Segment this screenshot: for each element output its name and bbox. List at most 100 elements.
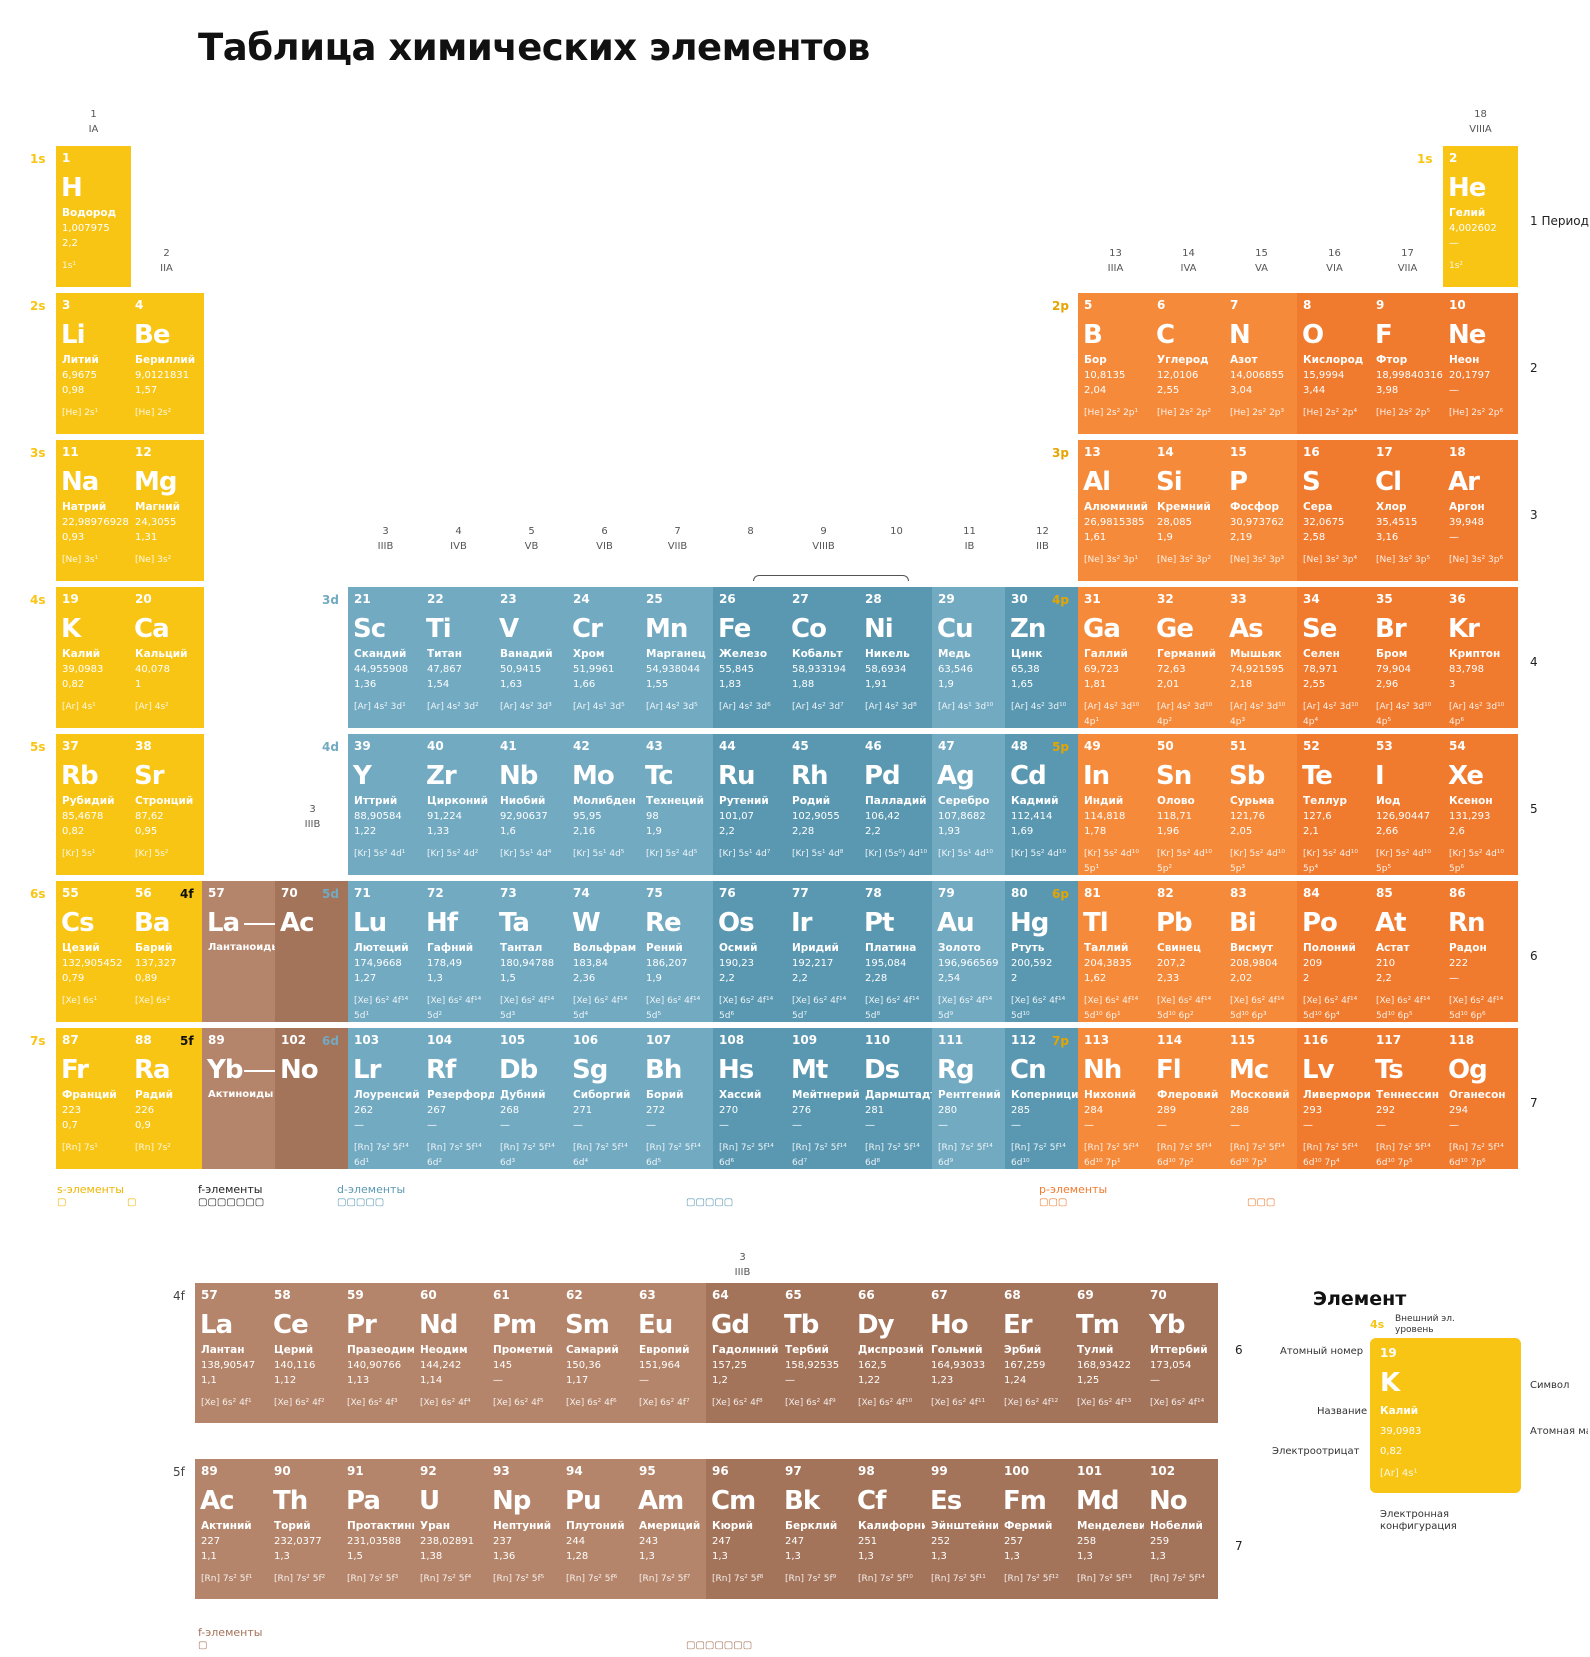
atomic-mass: 20,1797 — [1449, 370, 1491, 381]
element-name: Московий — [1230, 1089, 1290, 1101]
atomic-mass: 183,84 — [573, 958, 608, 969]
atomic-mass: 10,8135 — [1084, 370, 1126, 381]
electronegativity: 1,22 — [354, 826, 377, 837]
element-name: Цезий — [62, 942, 100, 954]
element-name: Селен — [1303, 648, 1340, 660]
element-symbol: Ti — [426, 614, 452, 644]
electron-config: [Xe] 6s² 4f⁹ — [785, 1398, 836, 1408]
sublevel-label: 4d — [322, 740, 339, 754]
atomic-number: 109 — [792, 1033, 818, 1047]
atomic-mass: 65,38 — [1011, 664, 1040, 675]
electronegativity: 0,98 — [62, 385, 85, 396]
atomic-number: 47 — [938, 739, 955, 753]
atomic-mass: 55,845 — [719, 664, 754, 675]
atomic-mass: 178,49 — [427, 958, 462, 969]
element-cell-pd: 46 Pd Палладий 106,42 2,2 [Kr] (5s⁰) 4d¹⁰ — [859, 734, 934, 875]
element-name: Бор — [1084, 354, 1107, 366]
element-name: Висмут — [1230, 942, 1274, 954]
atomic-number: 69 — [1077, 1288, 1094, 1302]
group-label: 3 IIIB — [348, 524, 423, 554]
atomic-number: 13 — [1084, 445, 1101, 459]
element-cell-db: 105 Db Дубний 268 — [Rn] 7s² 5f¹⁴ 6d³ — [494, 1028, 569, 1169]
electron-config: [Xe] 6s² 4f¹⁴ 5d⁸ — [865, 996, 920, 1021]
atomic-number: 57 — [208, 886, 225, 900]
element-cell-la: 57 La Лантаноиды — [202, 881, 277, 1022]
element-cell-po: 84 Po Полоний 209 2 [Xe] 6s² 4f¹⁴ 5d¹⁰ 6p⁴ — [1297, 881, 1372, 1022]
element-symbol: Bk — [784, 1486, 820, 1516]
element-cell-sn: 50 Sn Олово 118,71 1,96 [Kr] 5s² 4d¹⁰ 5p² — [1151, 734, 1226, 875]
group-roman: IIIB — [734, 1267, 751, 1278]
atomic-number: 88 — [135, 1033, 152, 1047]
actinide-cell-pu: 94 Pu Плутоний 244 1,28 [Rn] 7s² 5f⁶ — [560, 1459, 634, 1599]
element-symbol: Fr — [61, 1055, 89, 1085]
group-label: 6 VIB — [567, 524, 642, 554]
key-electronegativity: 0,82 — [1380, 1446, 1403, 1457]
element-cell-og: 118 Og Оганесон 294 — [Rn] 7s² 5f¹⁴ 6d¹⁰ 7p⁶ — [1443, 1028, 1518, 1169]
atomic-number: 25 — [646, 592, 663, 606]
element-symbol: Cd — [1010, 761, 1047, 791]
element-symbol: B — [1083, 320, 1103, 350]
element-symbol: Og — [1448, 1055, 1488, 1085]
electronegativity: 1,81 — [1084, 679, 1107, 690]
electron-config: [Rn] 7s² — [135, 1143, 171, 1153]
element-symbol: Gd — [711, 1310, 750, 1340]
atomic-number: 89 — [201, 1464, 218, 1478]
atomic-number: 53 — [1376, 739, 1393, 753]
element-cell-y: 39 Y Иттрий 88,90584 1,22 [Kr] 5s² 4d¹ — [348, 734, 423, 875]
atomic-mass: 85,4678 — [62, 811, 104, 822]
element-cell-na: 11 Na Натрий 22,98976928 0,93 [Ne] 3s¹ — [56, 440, 131, 581]
electron-config: [Kr] (5s⁰) 4d¹⁰ — [865, 849, 928, 859]
atomic-number: 66 — [858, 1288, 875, 1302]
group-label: 1 IA — [56, 107, 131, 137]
element-name: Фосфор — [1230, 501, 1279, 513]
sublevel-label: 1s — [1417, 152, 1433, 166]
series-link-line — [244, 923, 277, 925]
atomic-mass: 98 — [646, 811, 659, 822]
atomic-mass: 74,921595 — [1230, 664, 1285, 675]
element-symbol: Ir — [791, 908, 812, 938]
atomic-mass: 140,90766 — [347, 1360, 402, 1371]
electronegativity: — — [1230, 1120, 1240, 1131]
actinide-cell-am: 95 Am Америций 243 1,3 [Rn] 7s² 5f⁷ — [633, 1459, 707, 1599]
electron-config: [Kr] 5s² 4d¹⁰ 5p¹ — [1084, 849, 1140, 874]
electronegativity: 2,19 — [1230, 532, 1253, 543]
element-symbol: Ra — [134, 1055, 171, 1085]
sublevel-label: 6s — [30, 887, 46, 901]
electronegativity: 1,9 — [1157, 532, 1173, 543]
lanthanide-cell-tb: 65 Tb Тербий 158,92535 — [Xe] 6s² 4f⁹ — [779, 1283, 853, 1423]
electron-config: [Rn] 7s² 5f⁴ — [420, 1574, 472, 1584]
electronegativity: 2,1 — [1303, 826, 1319, 837]
atomic-mass: 39,948 — [1449, 517, 1484, 528]
atomic-mass: 63,546 — [938, 664, 973, 675]
atomic-number: 115 — [1230, 1033, 1256, 1047]
electron-config: [Kr] 5s¹ 4d⁵ — [573, 849, 625, 859]
atomic-number: 52 — [1303, 739, 1320, 753]
electronegativity: 1,3 — [427, 973, 443, 984]
element-cell-bi: 83 Bi Висмут 208,9804 2,02 [Xe] 6s² 4f¹⁴ 5d¹⁰… — [1224, 881, 1299, 1022]
element-name: Европий — [639, 1344, 690, 1356]
atomic-mass: 1,007975 — [62, 223, 110, 234]
element-cell-ga: 31 Ga Галлий 69,723 1,81 [Ar] 4s² 3d¹⁰ 4p¹ — [1078, 587, 1153, 728]
element-symbol: Au — [937, 908, 975, 938]
element-name: Кислород — [1303, 354, 1364, 366]
element-name: Теллур — [1303, 795, 1348, 807]
electron-config: [Ar] 4s² 3d¹ — [354, 702, 406, 712]
element-cell-ge: 32 Ge Германий 72,63 2,01 [Ar] 4s² 3d¹⁰ 4p² — [1151, 587, 1226, 728]
key-mass: 39,0983 — [1380, 1426, 1422, 1437]
electron-config: 1s² — [1449, 261, 1464, 271]
group-roman: VIIA — [1397, 263, 1418, 274]
electronegativity: 1,36 — [493, 1551, 516, 1562]
group-roman: IB — [964, 541, 975, 552]
electron-config: [Rn] 7s² 5f¹⁴ 6d¹⁰ 7p⁴ — [1303, 1143, 1358, 1168]
group-number: 3 — [382, 526, 389, 537]
element-symbol: Re — [645, 908, 682, 938]
atomic-mass: 285 — [1011, 1105, 1031, 1116]
group-number: 1 — [90, 109, 97, 120]
electron-config: [He] 2s² 2p¹ — [1084, 408, 1139, 418]
element-name: Сурьма — [1230, 795, 1275, 807]
atomic-number: 4 — [135, 298, 144, 312]
electronegativity: 2,28 — [792, 826, 815, 837]
actinide-cell-fm: 100 Fm Фермий 257 1,3 [Rn] 7s² 5f¹² — [998, 1459, 1072, 1599]
element-symbol: Cn — [1010, 1055, 1047, 1085]
atomic-number: 42 — [573, 739, 590, 753]
